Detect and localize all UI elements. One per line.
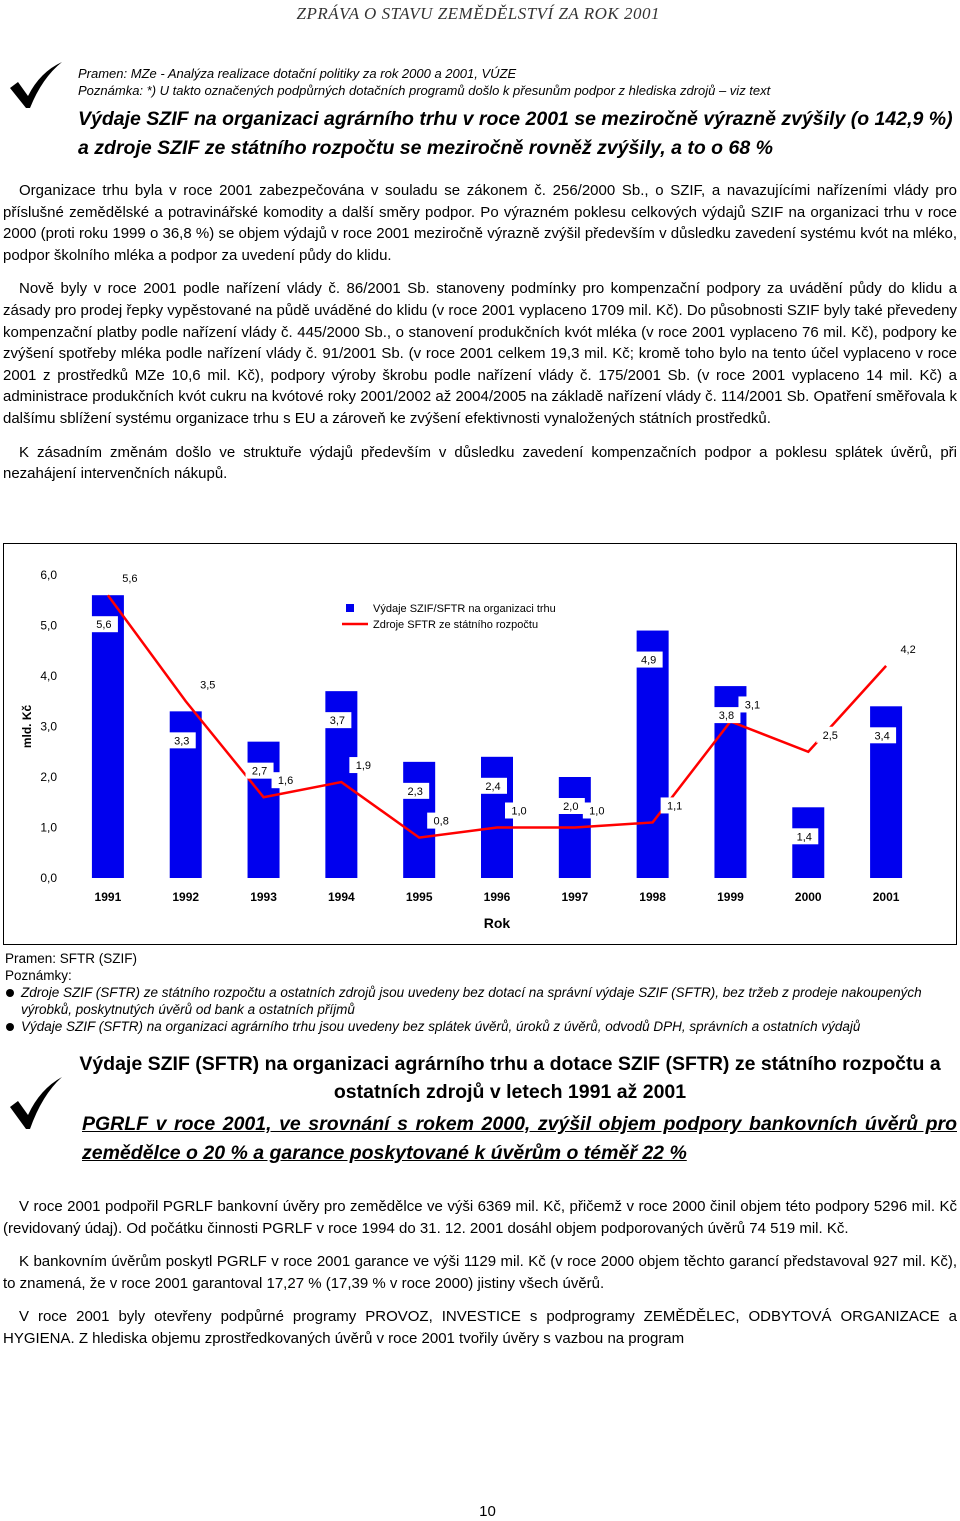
legend-label: Výdaje SZIF/SFTR na organizaci trhu — [373, 603, 556, 615]
footnote: Poznámka: *) U takto označených podpůrný… — [78, 83, 771, 98]
label-box — [556, 798, 585, 814]
x-axis-label: Rok — [484, 915, 511, 931]
label-box — [479, 777, 507, 794]
y-tick-label: 0,0 — [40, 871, 57, 885]
y-tick-label: 5,0 — [40, 619, 57, 633]
data-label: 3,8 — [719, 710, 734, 722]
x-tick-label: 2001 — [873, 890, 900, 904]
label-box — [427, 812, 456, 829]
bar — [91, 595, 124, 878]
data-label: 1,1 — [667, 800, 682, 812]
label-box — [712, 707, 741, 724]
x-tick-label: 1992 — [172, 890, 199, 904]
headline: Výdaje SZIF na organizaci agrárního trhu… — [78, 108, 953, 159]
data-label: 2,3 — [408, 786, 423, 798]
legend-swatch — [346, 604, 354, 612]
label-box — [790, 828, 819, 845]
paragraph: Organizace trhu byla v roce 2001 zabezpe… — [3, 182, 957, 264]
data-label: 3,3 — [174, 735, 189, 747]
paragraph: K zásadním změnám došlo ve struktuře výd… — [3, 443, 957, 483]
chart-caption: Výdaje SZIF (SFTR) na organizaci agrární… — [79, 1053, 941, 1103]
label-box — [115, 570, 144, 587]
label-box — [89, 616, 118, 633]
line-series — [106, 594, 888, 839]
x-tick-label: 1996 — [484, 890, 511, 904]
data-label: 5,6 — [96, 619, 111, 631]
label-box — [349, 757, 378, 774]
paragraph: V roce 2001 byly otevřeny podpůrné progr… — [3, 1308, 957, 1347]
data-label: 1,0 — [511, 806, 526, 818]
label-box — [894, 640, 923, 657]
body-text: Organizace trhu byla v roce 2001 zabezpe… — [3, 180, 957, 497]
data-label: 4,9 — [641, 655, 656, 667]
data-label: 1,9 — [356, 760, 371, 772]
data-label: 2,4 — [485, 781, 500, 793]
paragraph: V roce 2001 podpořil PGRLF bankovní úvěr… — [3, 1198, 957, 1237]
data-label: 5,6 — [122, 573, 137, 585]
data-label: 1,4 — [797, 831, 812, 843]
page-number: 10 — [479, 1503, 496, 1520]
label-box — [816, 726, 845, 743]
chart-notes: Pramen: SFTR (SZIF) Poznámky: Zdroje SZI… — [5, 950, 957, 1035]
label-box — [245, 762, 274, 779]
data-label: 1,6 — [278, 775, 293, 787]
x-tick-label: 1999 — [717, 890, 744, 904]
x-tick-label: 1994 — [328, 890, 355, 904]
source-note: Pramen: MZe - Analýza realizace dotační … — [78, 66, 517, 81]
label-box — [582, 802, 611, 819]
label-box — [271, 772, 300, 789]
x-tick-label: 1998 — [639, 890, 666, 904]
y-tick-label: 3,0 — [40, 720, 57, 734]
label-box — [323, 712, 352, 729]
data-label: 3,4 — [874, 730, 889, 742]
notes-heading: Poznámky: — [5, 968, 72, 983]
y-axis-label: mld. Kč — [20, 705, 34, 749]
note-item: Výdaje SZIF (SFTR) na organizaci agrární… — [5, 1018, 957, 1035]
data-label: 0,8 — [434, 816, 449, 828]
label-box — [738, 696, 767, 713]
data-label: 3,5 — [200, 679, 215, 691]
label-box — [167, 732, 196, 749]
y-tick-label: 4,0 — [40, 669, 57, 683]
data-label: 3,1 — [745, 699, 760, 711]
y-tick-label: 6,0 — [40, 568, 57, 582]
paragraph: Nově byly v roce 2001 podle nařízení vlá… — [3, 280, 957, 427]
label-box — [193, 676, 222, 693]
check-icon — [10, 1077, 62, 1129]
notes-source: Pramen: SFTR (SZIF) — [5, 951, 138, 966]
label-box — [505, 802, 533, 819]
check-icon — [10, 62, 62, 108]
data-label: 2,5 — [823, 730, 838, 742]
paragraph: K bankovním úvěrům poskytl PGRLF v roce … — [3, 1253, 957, 1292]
data-label: 2,7 — [252, 766, 267, 778]
data-label: 3,7 — [330, 715, 345, 727]
y-tick-label: 1,0 — [40, 821, 57, 835]
data-label: 4,2 — [900, 644, 915, 656]
bar — [247, 741, 280, 878]
headline: PGRLF v roce 2001, ve srovnání s rokem 2… — [82, 1113, 957, 1164]
bar — [636, 630, 669, 878]
label-box — [868, 727, 897, 744]
x-tick-label: 2000 — [795, 890, 822, 904]
running-header: ZPRÁVA O STAVU ZEMĚDĚLSTVÍ ZA ROK 2001 — [296, 4, 660, 23]
label-box — [634, 651, 663, 668]
label-box — [660, 797, 689, 814]
x-tick-label: 1991 — [95, 890, 122, 904]
chart: 0,0 1,0 2,0 3,0 4,0 5,0 6,0 mld. Kč Rok 1991 1992 1… — [3, 543, 957, 945]
x-tick-label: 1995 — [406, 890, 433, 904]
y-tick-label: 2,0 — [40, 770, 57, 784]
legend-label: Zdroje SFTR ze státního rozpočtu — [373, 619, 538, 631]
x-tick-label: 1997 — [561, 890, 588, 904]
body-text: V roce 2001 podpořil PGRLF bankovní úvěr… — [3, 1196, 957, 1362]
data-label: 2,0 — [563, 801, 578, 813]
data-label: 1,0 — [589, 806, 604, 818]
label-box — [401, 782, 430, 799]
x-tick-label: 1993 — [250, 890, 277, 904]
chart-frame — [3, 543, 957, 945]
note-item: Zdroje SZIF (SFTR) ze státního rozpočtu … — [5, 984, 957, 1018]
